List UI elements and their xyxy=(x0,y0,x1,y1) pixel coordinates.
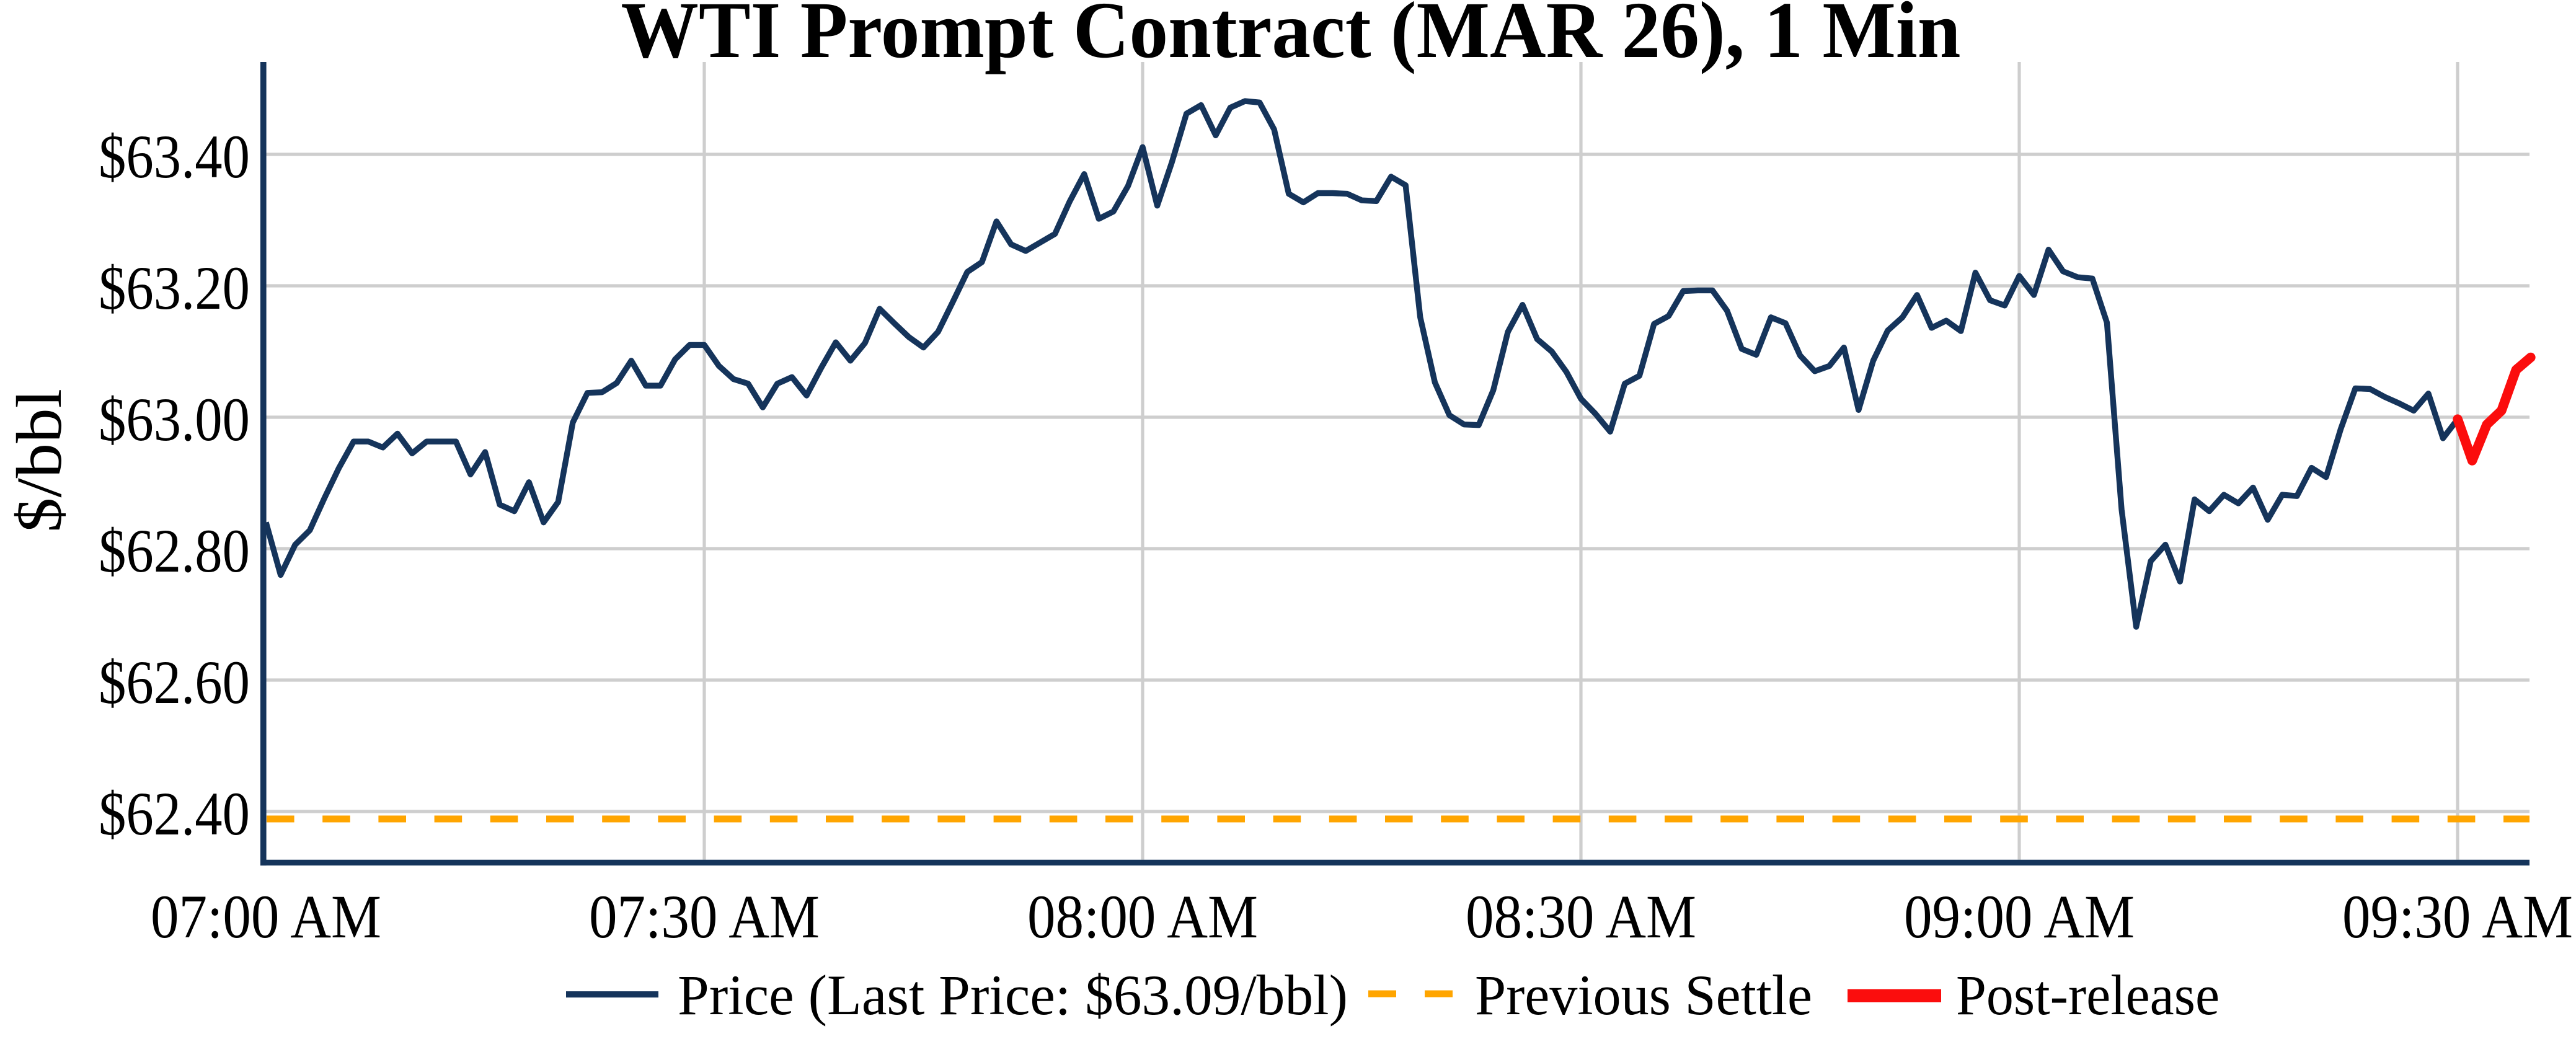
svg-text:Previous Settle: Previous Settle xyxy=(1475,963,1812,1027)
svg-text:$63.20: $63.20 xyxy=(99,254,250,322)
svg-text:09:30 AM: 09:30 AM xyxy=(2342,882,2573,951)
svg-text:09:00 AM: 09:00 AM xyxy=(1904,882,2135,951)
svg-text:07:00 AM: 07:00 AM xyxy=(151,882,381,951)
svg-text:WTI Prompt Contract (MAR 26),: WTI Prompt Contract (MAR 26), 1 Min xyxy=(621,0,1961,75)
svg-text:07:30 AM: 07:30 AM xyxy=(589,882,820,951)
svg-text:08:00 AM: 08:00 AM xyxy=(1027,882,1258,951)
svg-text:$63.00: $63.00 xyxy=(99,385,250,454)
svg-text:Post-release: Post-release xyxy=(1956,963,2220,1027)
svg-text:$/bbl: $/bbl xyxy=(4,389,75,533)
svg-text:Price (Last Price: $63.09/bbl): Price (Last Price: $63.09/bbl) xyxy=(678,963,1348,1027)
svg-text:$62.40: $62.40 xyxy=(99,779,250,848)
svg-text:$62.60: $62.60 xyxy=(99,648,250,717)
svg-text:$62.80: $62.80 xyxy=(99,516,250,585)
svg-text:$63.40: $63.40 xyxy=(99,122,250,191)
svg-text:08:30 AM: 08:30 AM xyxy=(1466,882,1696,951)
